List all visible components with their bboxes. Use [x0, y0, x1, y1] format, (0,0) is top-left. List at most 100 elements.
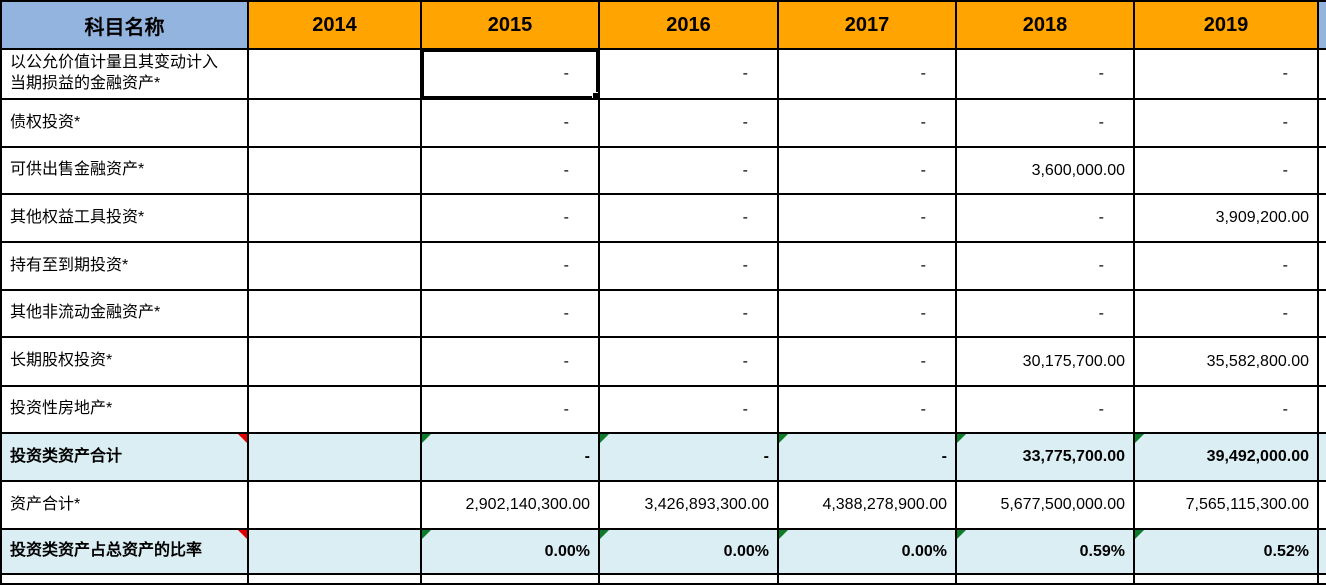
row-label-cell[interactable]: 债权投资*: [0, 98, 249, 148]
value-cell-2014[interactable]: [247, 432, 422, 482]
edge-column-cell[interactable]: [1317, 48, 1326, 100]
row-label-cell[interactable]: 持有至到期投资*: [0, 241, 249, 291]
value-cell-2015[interactable]: -: [420, 241, 600, 291]
empty-cell[interactable]: [420, 573, 600, 585]
value-cell-2018[interactable]: -: [955, 48, 1135, 100]
value-cell-2019[interactable]: -: [1133, 385, 1319, 434]
fill-handle[interactable]: [592, 92, 597, 97]
value-cell-2017[interactable]: -: [777, 48, 957, 100]
value-cell-2015[interactable]: -: [420, 432, 600, 482]
value-cell-2015[interactable]: 0.00%: [420, 528, 600, 575]
edge-column-cell[interactable]: [1317, 98, 1326, 148]
year-header-2014[interactable]: 2014: [247, 0, 422, 50]
value-cell-2017[interactable]: -: [777, 193, 957, 243]
edge-column-cell[interactable]: [1317, 480, 1326, 530]
edge-column-cell[interactable]: [1317, 336, 1326, 387]
row-label-cell[interactable]: 投资性房地产*: [0, 385, 249, 434]
edge-column-cell[interactable]: [1317, 193, 1326, 243]
value-cell-2014[interactable]: [247, 98, 422, 148]
value-cell-2016[interactable]: -: [598, 98, 779, 148]
value-cell-2016[interactable]: 3,426,893,300.00: [598, 480, 779, 530]
value-cell-2016[interactable]: -: [598, 241, 779, 291]
value-cell-2017[interactable]: -: [777, 241, 957, 291]
value-cell-2019[interactable]: 35,582,800.00: [1133, 336, 1319, 387]
value-cell-2018[interactable]: -: [955, 289, 1135, 338]
empty-cell[interactable]: [1317, 573, 1326, 585]
row-label-cell[interactable]: 其他权益工具投资*: [0, 193, 249, 243]
value-cell-2015[interactable]: -: [420, 385, 600, 434]
value-cell-2018[interactable]: 0.59%: [955, 528, 1135, 575]
selected-cell-2015[interactable]: -: [420, 48, 600, 100]
value-cell-2016[interactable]: -: [598, 146, 779, 195]
value-cell-2017[interactable]: -: [777, 432, 957, 482]
row-label-cell[interactable]: 其他非流动金融资产*: [0, 289, 249, 338]
value-cell-2016[interactable]: -: [598, 385, 779, 434]
row-label-cell[interactable]: 以公允价值计量且其变动计入 当期损益的金融资产*: [0, 48, 249, 100]
value-cell-2015[interactable]: -: [420, 336, 600, 387]
row-label-cell[interactable]: 资产合计*: [0, 480, 249, 530]
value-cell-2015[interactable]: -: [420, 146, 600, 195]
edge-column-cell[interactable]: [1317, 241, 1326, 291]
subject-name-header[interactable]: 科目名称: [0, 0, 249, 50]
value-cell-2018[interactable]: 33,775,700.00: [955, 432, 1135, 482]
empty-cell[interactable]: [955, 573, 1135, 585]
row-label-cell[interactable]: 投资类资产占总资产的比率: [0, 528, 249, 575]
value-cell-2018[interactable]: -: [955, 241, 1135, 291]
edge-column-cell[interactable]: [1317, 289, 1326, 338]
year-header-2019[interactable]: 2019: [1133, 0, 1319, 50]
value-cell-2014[interactable]: [247, 146, 422, 195]
year-header-2015[interactable]: 2015: [420, 0, 600, 50]
value-cell-2019[interactable]: -: [1133, 289, 1319, 338]
value-cell-2017[interactable]: -: [777, 385, 957, 434]
value-cell-2019[interactable]: 0.52%: [1133, 528, 1319, 575]
year-header-2017[interactable]: 2017: [777, 0, 957, 50]
edge-column-cell[interactable]: [1317, 385, 1326, 434]
value-cell-2014[interactable]: [247, 528, 422, 575]
value-cell-2019[interactable]: 7,565,115,300.00: [1133, 480, 1319, 530]
value-cell-2016[interactable]: 0.00%: [598, 528, 779, 575]
value-cell-2019[interactable]: 39,492,000.00: [1133, 432, 1319, 482]
value-cell-2014[interactable]: [247, 289, 422, 338]
value-cell-2018[interactable]: 30,175,700.00: [955, 336, 1135, 387]
value-cell-2018[interactable]: -: [955, 193, 1135, 243]
value-cell-2014[interactable]: [247, 241, 422, 291]
value-cell-2015[interactable]: -: [420, 98, 600, 148]
value-cell-2019[interactable]: -: [1133, 98, 1319, 148]
value-cell-2019[interactable]: -: [1133, 146, 1319, 195]
empty-cell[interactable]: [1133, 573, 1319, 585]
value-cell-2017[interactable]: 4,388,278,900.00: [777, 480, 957, 530]
year-header-2018[interactable]: 2018: [955, 0, 1135, 50]
empty-cell[interactable]: [777, 573, 957, 585]
value-cell-2019[interactable]: -: [1133, 48, 1319, 100]
value-cell-2017[interactable]: 0.00%: [777, 528, 957, 575]
value-cell-2014[interactable]: [247, 193, 422, 243]
value-cell-2014[interactable]: [247, 336, 422, 387]
value-cell-2016[interactable]: -: [598, 336, 779, 387]
edge-column-cell[interactable]: [1317, 432, 1326, 482]
empty-cell[interactable]: [247, 573, 422, 585]
value-cell-2019[interactable]: 3,909,200.00: [1133, 193, 1319, 243]
value-cell-2016[interactable]: -: [598, 48, 779, 100]
value-cell-2017[interactable]: -: [777, 289, 957, 338]
value-cell-2014[interactable]: [247, 385, 422, 434]
empty-cell[interactable]: [598, 573, 779, 585]
value-cell-2018[interactable]: -: [955, 385, 1135, 434]
edge-column-cell[interactable]: [1317, 528, 1326, 575]
year-header-2016[interactable]: 2016: [598, 0, 779, 50]
empty-cell[interactable]: [0, 573, 249, 585]
value-cell-2017[interactable]: -: [777, 98, 957, 148]
value-cell-2018[interactable]: -: [955, 98, 1135, 148]
row-label-cell[interactable]: 可供出售金融资产*: [0, 146, 249, 195]
value-cell-2014[interactable]: [247, 480, 422, 530]
value-cell-2015[interactable]: -: [420, 193, 600, 243]
row-label-cell[interactable]: 长期股权投资*: [0, 336, 249, 387]
value-cell-2018[interactable]: 3,600,000.00: [955, 146, 1135, 195]
row-label-cell[interactable]: 投资类资产合计: [0, 432, 249, 482]
value-cell-2015[interactable]: -: [420, 289, 600, 338]
edge-column-cell[interactable]: [1317, 146, 1326, 195]
value-cell-2015[interactable]: 2,902,140,300.00: [420, 480, 600, 530]
value-cell-2018[interactable]: 5,677,500,000.00: [955, 480, 1135, 530]
value-cell-2016[interactable]: -: [598, 432, 779, 482]
edge-column-header[interactable]: [1317, 0, 1326, 50]
value-cell-2017[interactable]: -: [777, 146, 957, 195]
